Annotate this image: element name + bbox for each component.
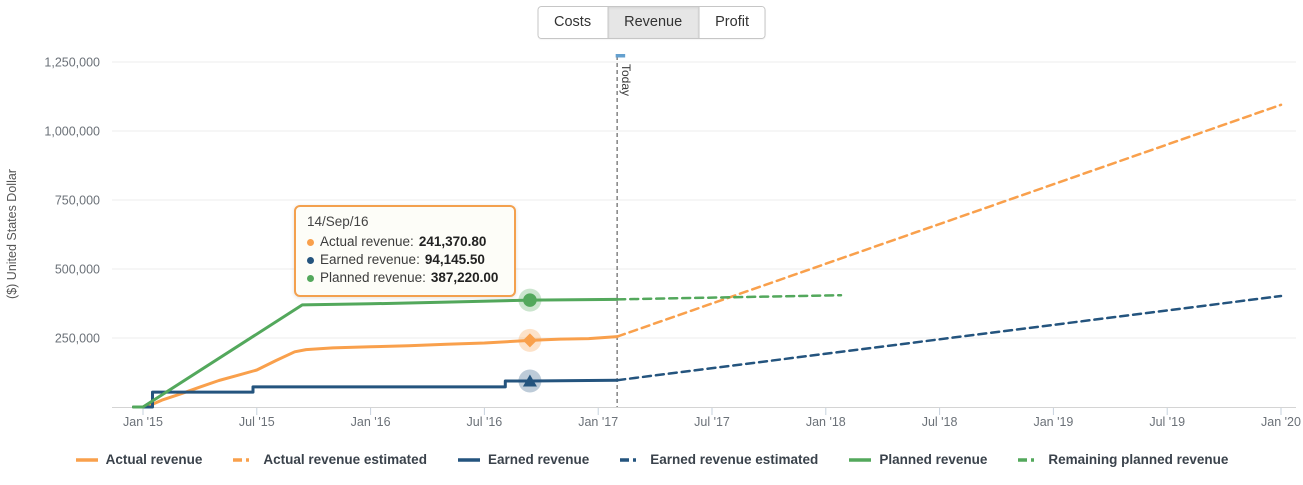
series-actual-revenue[interactable] <box>132 335 619 409</box>
x-tick-labels: Jan '15 Jul '15 Jan '16 Jul '16 Jan '17 Jul '… <box>123 415 1301 429</box>
legend-item-remaining-planned-revenue[interactable]: Remaining planned revenue <box>1017 452 1228 467</box>
legend-item-planned-revenue[interactable]: Planned revenue <box>848 452 987 467</box>
svg-text:Jan '19: Jan '19 <box>1033 415 1073 429</box>
tooltip-value: 387,220.00 <box>430 270 499 285</box>
svg-text:Jan '20: Jan '20 <box>1261 415 1301 429</box>
series-earned-revenue-estimated[interactable] <box>615 294 1283 382</box>
svg-text:Jul '19: Jul '19 <box>1149 415 1185 429</box>
today-flag-icon <box>615 54 626 58</box>
planned-revenue-line-swatch-icon <box>848 454 872 466</box>
tooltip-label: Planned revenue: <box>320 270 426 285</box>
chart-tooltip: 14/Sep/16 Actual revenue: 241,370.80 Ear… <box>294 205 516 297</box>
actual-revenue-bullet-icon <box>307 238 314 246</box>
legend-item-earned-revenue-estimated[interactable]: Earned revenue estimated <box>619 452 818 467</box>
svg-text:Jul '15: Jul '15 <box>239 415 275 429</box>
tab-costs[interactable]: Costs <box>538 7 608 38</box>
tab-revenue[interactable]: Revenue <box>607 7 699 38</box>
legend-item-earned-revenue[interactable]: Earned revenue <box>457 452 589 467</box>
actual-revenue-line-swatch-icon <box>75 454 99 466</box>
series-remaining-planned-revenue[interactable] <box>615 293 843 301</box>
svg-text:500,000: 500,000 <box>55 263 100 277</box>
svg-text:Jan '18: Jan '18 <box>806 415 846 429</box>
svg-text:750,000: 750,000 <box>55 194 100 208</box>
tooltip-value: 241,370.80 <box>418 234 487 249</box>
tooltip-label: Earned revenue: <box>320 252 420 267</box>
svg-text:Jan '17: Jan '17 <box>578 415 618 429</box>
y-tick-labels: 250,000 500,000 750,000 1,000,000 1,250,000 <box>44 56 100 346</box>
legend-item-actual-revenue-estimated[interactable]: Actual revenue estimated <box>232 452 427 467</box>
actual-revenue-estimated-dash-swatch-icon <box>232 454 256 466</box>
chart-mode-tabs: Costs Revenue Profit <box>537 6 766 39</box>
remaining-planned-revenue-dash-swatch-icon <box>1017 454 1041 466</box>
legend-label: Planned revenue <box>879 452 988 467</box>
hover-marker-diamond-icon[interactable] <box>518 328 542 352</box>
tooltip-value: 94,145.50 <box>424 252 485 267</box>
legend-label: Earned revenue estimated <box>650 452 819 467</box>
svg-text:1,000,000: 1,000,000 <box>44 125 100 139</box>
tooltip-row-earned-revenue: Earned revenue: 94,145.50 <box>307 251 503 269</box>
tooltip-label: Actual revenue: <box>320 234 414 249</box>
chart-legend: Actual revenue Actual revenue estimated … <box>0 452 1303 467</box>
tooltip-row-planned-revenue: Planned revenue: 387,220.00 <box>307 269 503 287</box>
svg-text:Jul '17: Jul '17 <box>694 415 730 429</box>
hover-marker-triangle-icon[interactable] <box>518 369 542 393</box>
legend-label: Remaining planned revenue <box>1048 452 1229 467</box>
tab-profit[interactable]: Profit <box>698 7 765 38</box>
tooltip-row-actual-revenue: Actual revenue: 241,370.80 <box>307 233 503 251</box>
svg-text:Jul '16: Jul '16 <box>467 415 503 429</box>
earned-revenue-line-swatch-icon <box>457 454 481 466</box>
legend-label: Actual revenue <box>105 452 203 467</box>
svg-text:Jul '18: Jul '18 <box>922 415 958 429</box>
tooltip-date: 14/Sep/16 <box>307 214 369 229</box>
earned-revenue-estimated-dash-swatch-icon <box>619 454 643 466</box>
svg-text:1,250,000: 1,250,000 <box>44 56 100 70</box>
y-axis-title: ($) United States Dollar <box>5 169 19 299</box>
svg-text:Jan '15: Jan '15 <box>123 415 163 429</box>
earned-revenue-bullet-icon <box>307 256 314 264</box>
planned-revenue-bullet-icon <box>307 274 314 282</box>
legend-item-actual-revenue[interactable]: Actual revenue <box>75 452 203 467</box>
svg-text:Jan '16: Jan '16 <box>351 415 391 429</box>
svg-text:250,000: 250,000 <box>55 332 100 346</box>
hover-marker-circle-icon[interactable] <box>518 288 542 312</box>
legend-label: Earned revenue <box>487 452 590 467</box>
y-gridlines <box>112 61 1296 339</box>
series-actual-revenue-estimated[interactable] <box>615 103 1283 338</box>
chart-area[interactable]: 250,000 500,000 750,000 1,000,000 1,250,000 J… <box>0 0 1303 448</box>
x-tick-marks <box>142 408 1282 415</box>
legend-label: Actual revenue estimated <box>263 452 427 467</box>
today-label: Today <box>619 64 633 96</box>
